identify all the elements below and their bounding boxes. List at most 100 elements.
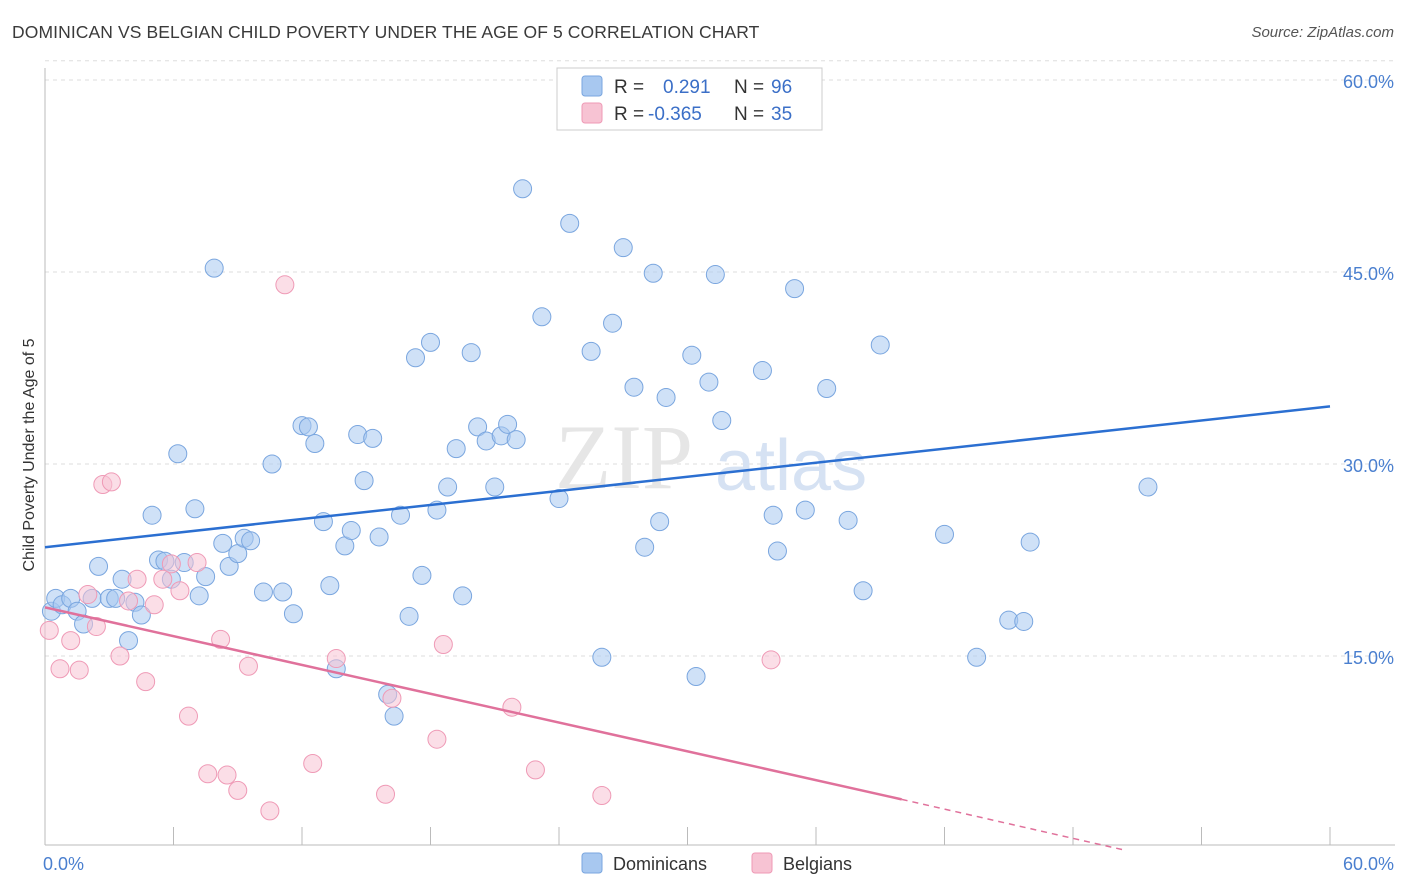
point-belgians xyxy=(78,585,98,605)
data-points xyxy=(39,179,1158,821)
point-dominicans xyxy=(1020,532,1040,552)
point-dominicans xyxy=(838,510,858,530)
point-dominicans xyxy=(870,335,890,355)
point-belgians xyxy=(153,569,173,589)
point-dominicans xyxy=(446,439,466,459)
point-dominicans xyxy=(89,556,109,576)
point-dominicans xyxy=(763,505,783,525)
point-dominicans xyxy=(384,706,404,726)
point-dominicans xyxy=(506,430,526,450)
point-belgians xyxy=(260,801,280,821)
point-dominicans xyxy=(650,512,670,532)
point-belgians xyxy=(136,672,156,692)
point-dominicans xyxy=(119,631,139,651)
legend-n-dominicans: 96 xyxy=(771,77,792,98)
point-dominicans xyxy=(412,565,432,585)
point-dominicans xyxy=(468,417,488,437)
point-belgians xyxy=(427,729,447,749)
point-dominicans xyxy=(341,521,361,541)
point-belgians xyxy=(303,754,323,774)
point-belgians xyxy=(161,554,181,574)
point-dominicans xyxy=(369,527,389,547)
legend-r-label: R = xyxy=(614,77,644,98)
x-tick-label: 60.0% xyxy=(1343,854,1394,874)
point-dominicans xyxy=(643,263,663,283)
watermark: ZIP atlas xyxy=(555,406,867,508)
point-dominicans xyxy=(686,666,706,686)
point-dominicans xyxy=(853,581,873,601)
point-dominicans xyxy=(656,387,676,407)
point-dominicans xyxy=(682,345,702,365)
point-dominicans xyxy=(399,606,419,626)
point-dominicans xyxy=(635,537,655,557)
point-dominicans xyxy=(967,647,987,667)
point-dominicans xyxy=(363,428,383,448)
y-tick-label: 30.0% xyxy=(1343,456,1394,476)
point-dominicans xyxy=(298,417,318,437)
point-dominicans xyxy=(461,343,481,363)
point-dominicans xyxy=(624,377,644,397)
point-belgians xyxy=(86,617,106,637)
point-dominicans xyxy=(253,582,273,602)
point-dominicans xyxy=(213,533,233,553)
chart-title: DOMINICAN VS BELGIAN CHILD POVERTY UNDER… xyxy=(12,22,760,42)
x-tick-label: 0.0% xyxy=(43,854,84,874)
point-belgians xyxy=(433,634,453,654)
point-belgians xyxy=(187,553,207,573)
point-dominicans xyxy=(196,567,216,587)
point-dominicans xyxy=(752,361,772,381)
point-dominicans xyxy=(241,531,261,551)
point-belgians xyxy=(382,688,402,708)
legend-r-belgians: -0.365 xyxy=(648,104,702,125)
point-belgians xyxy=(228,780,248,800)
series-legend: Dominicans Belgians xyxy=(581,852,852,874)
point-dominicans xyxy=(767,541,787,561)
point-dominicans xyxy=(131,605,151,625)
point-belgians xyxy=(127,569,147,589)
legend-n-label: N = xyxy=(734,104,764,125)
point-dominicans xyxy=(262,454,282,474)
legend-label-dominicans: Dominicans xyxy=(613,854,707,874)
point-dominicans xyxy=(438,477,458,497)
point-dominicans xyxy=(273,582,293,602)
legend-r-label: R = xyxy=(614,104,644,125)
legend-n-belgians: 35 xyxy=(771,104,792,125)
legend-swatch-belgians xyxy=(581,102,603,124)
axes xyxy=(44,68,1395,846)
point-belgians xyxy=(69,660,89,680)
point-belgians xyxy=(275,275,295,295)
legend-r-dominicans: 0.291 xyxy=(663,77,711,98)
point-dominicans xyxy=(354,471,374,491)
point-belgians xyxy=(525,760,545,780)
point-dominicans xyxy=(142,505,162,525)
point-dominicans xyxy=(613,238,633,258)
point-dominicans xyxy=(168,444,188,464)
point-belgians xyxy=(144,595,164,615)
point-dominicans xyxy=(532,307,552,327)
point-belgians xyxy=(170,581,190,601)
trend-lines xyxy=(44,405,1331,852)
point-dominicans xyxy=(592,647,612,667)
point-dominicans xyxy=(283,604,303,624)
point-belgians xyxy=(198,764,218,784)
y-tick-label: 45.0% xyxy=(1343,264,1394,284)
point-belgians xyxy=(178,706,198,726)
point-dominicans xyxy=(185,499,205,519)
gridlines xyxy=(45,60,1395,657)
point-belgians xyxy=(326,649,346,669)
point-dominicans xyxy=(498,414,518,434)
point-dominicans xyxy=(785,279,805,299)
point-belgians xyxy=(217,765,237,785)
trend-belgians xyxy=(44,606,902,801)
point-dominicans xyxy=(391,505,411,525)
point-belgians xyxy=(50,659,70,679)
point-belgians xyxy=(101,472,121,492)
legend-swatch-belgians-bottom xyxy=(751,852,773,874)
tick-labels: 15.0% 30.0% 45.0% 60.0% 0.0% 60.0% xyxy=(43,72,1394,874)
point-dominicans xyxy=(705,265,725,285)
y-tick-label: 15.0% xyxy=(1343,648,1394,668)
legend-swatch-dominicans xyxy=(581,75,603,97)
point-dominicans xyxy=(560,213,580,233)
point-belgians xyxy=(761,650,781,670)
trend-belgians-extension xyxy=(901,798,1127,852)
